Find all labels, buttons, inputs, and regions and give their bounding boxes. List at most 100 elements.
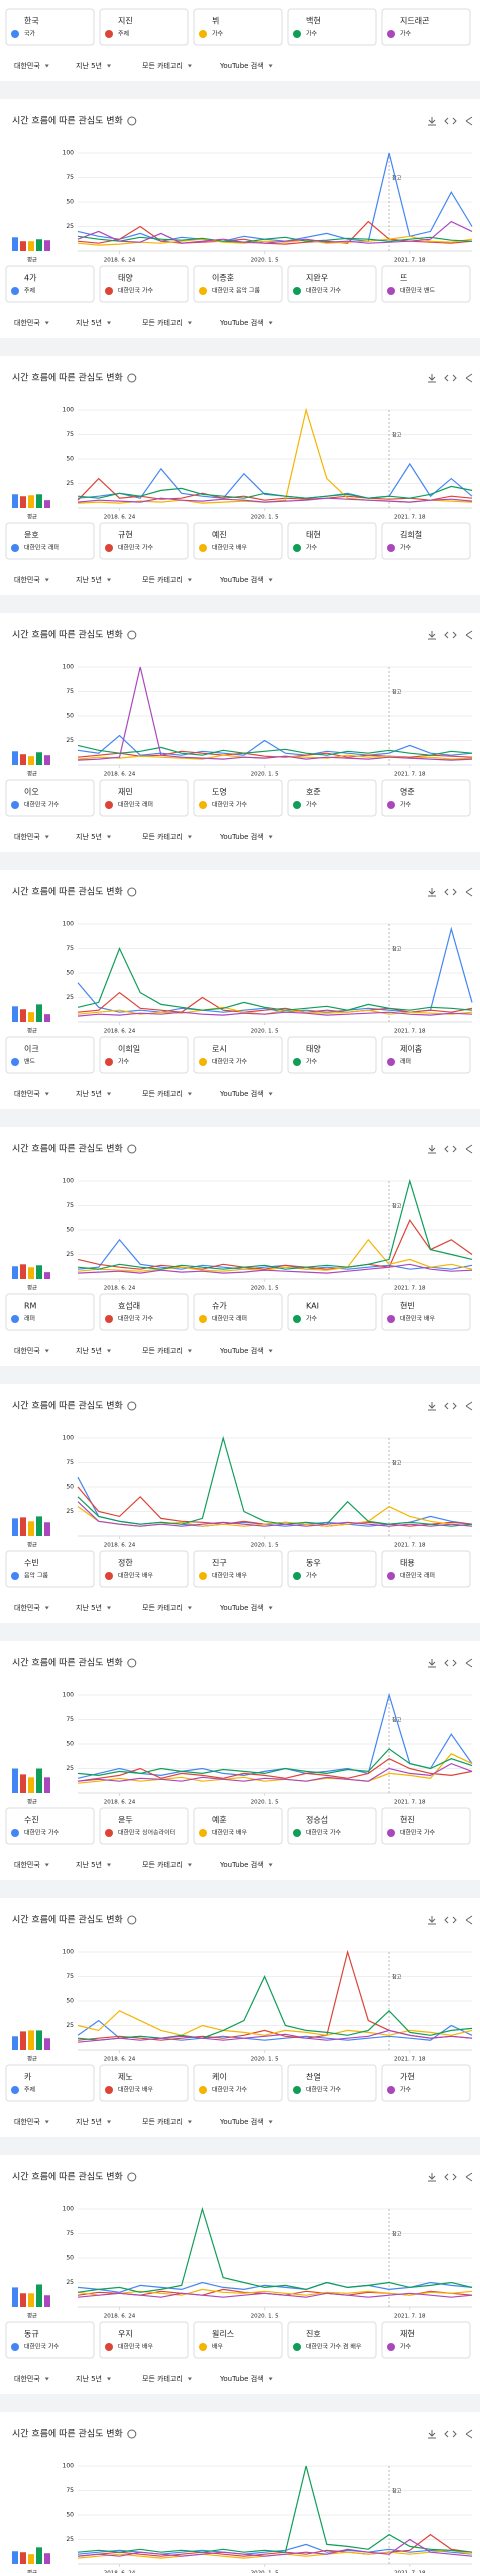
- embed-icon[interactable]: [444, 1916, 457, 1924]
- term-card[interactable]: [287, 522, 377, 560]
- term-card[interactable]: [99, 265, 189, 303]
- filter-label[interactable]: YouTube 검색: [219, 2374, 264, 2383]
- share-icon[interactable]: [465, 373, 473, 383]
- filter-label[interactable]: YouTube 검색: [219, 832, 264, 841]
- filter-label[interactable]: 모든 카테고리: [142, 1089, 183, 1098]
- share-icon[interactable]: [465, 1915, 473, 1925]
- filter-label[interactable]: YouTube 검색: [219, 1860, 264, 1869]
- share-icon[interactable]: [465, 1144, 473, 1154]
- embed-icon[interactable]: [444, 2173, 457, 2181]
- term-card[interactable]: [287, 1293, 377, 1331]
- term-card[interactable]: [5, 8, 95, 46]
- help-icon[interactable]: [127, 116, 137, 126]
- term-card[interactable]: [381, 1036, 471, 1074]
- term-card[interactable]: [99, 2064, 189, 2102]
- share-icon[interactable]: [465, 2172, 473, 2182]
- download-icon[interactable]: [428, 2430, 436, 2439]
- help-icon[interactable]: [127, 373, 137, 383]
- term-card[interactable]: [5, 1293, 95, 1331]
- share-icon[interactable]: [465, 2429, 473, 2439]
- embed-icon[interactable]: [444, 888, 457, 896]
- term-card[interactable]: [5, 2064, 95, 2102]
- term-card[interactable]: [381, 779, 471, 817]
- help-icon[interactable]: [127, 2429, 137, 2439]
- term-card[interactable]: [381, 265, 471, 303]
- help-icon[interactable]: [127, 1401, 137, 1411]
- term-card[interactable]: [381, 1293, 471, 1331]
- embed-icon[interactable]: [444, 117, 457, 125]
- filter-label[interactable]: 대한민국: [14, 61, 40, 70]
- term-card[interactable]: [381, 1550, 471, 1588]
- share-icon[interactable]: [465, 116, 473, 126]
- filter-label[interactable]: 모든 카테고리: [142, 318, 183, 327]
- filter-label[interactable]: 대한민국: [14, 1346, 40, 1355]
- term-card[interactable]: [5, 779, 95, 817]
- help-icon[interactable]: [127, 2172, 137, 2182]
- share-icon[interactable]: [465, 887, 473, 897]
- embed-icon[interactable]: [444, 374, 457, 382]
- filter-label[interactable]: 지난 5년: [76, 1860, 102, 1869]
- embed-icon[interactable]: [444, 1145, 457, 1153]
- filter-label[interactable]: 모든 카테고리: [142, 2374, 183, 2383]
- filter-label[interactable]: 모든 카테고리: [142, 1860, 183, 1869]
- filter-label[interactable]: YouTube 검색: [219, 1346, 264, 1355]
- term-card[interactable]: [193, 1036, 283, 1074]
- filter-label[interactable]: 모든 카테고리: [142, 832, 183, 841]
- share-icon[interactable]: [465, 1401, 473, 1411]
- share-icon[interactable]: [465, 630, 473, 640]
- filter-label[interactable]: YouTube 검색: [219, 575, 264, 584]
- term-card[interactable]: [287, 2321, 377, 2359]
- term-card[interactable]: [99, 1036, 189, 1074]
- term-card[interactable]: [193, 8, 283, 46]
- term-card[interactable]: [193, 1550, 283, 1588]
- term-card[interactable]: [193, 1807, 283, 1845]
- help-icon[interactable]: [127, 1144, 137, 1154]
- term-card[interactable]: [287, 2064, 377, 2102]
- term-card[interactable]: [287, 1036, 377, 1074]
- filter-label[interactable]: YouTube 검색: [219, 1603, 264, 1612]
- filter-label[interactable]: 대한민국: [14, 1603, 40, 1612]
- term-card[interactable]: [5, 265, 95, 303]
- term-card[interactable]: [99, 1293, 189, 1331]
- term-card[interactable]: [381, 2064, 471, 2102]
- filter-label[interactable]: 모든 카테고리: [142, 575, 183, 584]
- term-card[interactable]: [193, 265, 283, 303]
- embed-icon[interactable]: [444, 1659, 457, 1667]
- term-card[interactable]: [287, 265, 377, 303]
- term-card[interactable]: [99, 1807, 189, 1845]
- share-icon[interactable]: [465, 1658, 473, 1668]
- download-icon[interactable]: [428, 374, 436, 383]
- download-icon[interactable]: [428, 1659, 436, 1668]
- term-card[interactable]: [381, 522, 471, 560]
- filter-label[interactable]: YouTube 검색: [219, 318, 264, 327]
- filter-label[interactable]: 대한민국: [14, 1860, 40, 1869]
- term-card[interactable]: [99, 779, 189, 817]
- filter-label[interactable]: 대한민국: [14, 2374, 40, 2383]
- term-card[interactable]: [381, 8, 471, 46]
- term-card[interactable]: [287, 779, 377, 817]
- filter-label[interactable]: 대한민국: [14, 2117, 40, 2126]
- term-card[interactable]: [99, 8, 189, 46]
- filter-label[interactable]: YouTube 검색: [219, 1089, 264, 1098]
- filter-label[interactable]: 지난 5년: [76, 2117, 102, 2126]
- filter-label[interactable]: 모든 카테고리: [142, 2117, 183, 2126]
- term-card[interactable]: [287, 1550, 377, 1588]
- term-card[interactable]: [287, 8, 377, 46]
- filter-label[interactable]: 모든 카테고리: [142, 1346, 183, 1355]
- term-card[interactable]: [5, 522, 95, 560]
- help-icon[interactable]: [127, 630, 137, 640]
- download-icon[interactable]: [428, 1145, 436, 1154]
- embed-icon[interactable]: [444, 1402, 457, 1410]
- term-card[interactable]: [193, 522, 283, 560]
- term-card[interactable]: [287, 1807, 377, 1845]
- term-card[interactable]: [99, 2321, 189, 2359]
- download-icon[interactable]: [428, 1916, 436, 1925]
- download-icon[interactable]: [428, 2173, 436, 2182]
- filter-label[interactable]: 지난 5년: [76, 1346, 102, 1355]
- filter-label[interactable]: 대한민국: [14, 832, 40, 841]
- download-icon[interactable]: [428, 888, 436, 897]
- filter-label[interactable]: YouTube 검색: [219, 61, 264, 70]
- download-icon[interactable]: [428, 1402, 436, 1411]
- help-icon[interactable]: [127, 1658, 137, 1668]
- filter-label[interactable]: 지난 5년: [76, 1089, 102, 1098]
